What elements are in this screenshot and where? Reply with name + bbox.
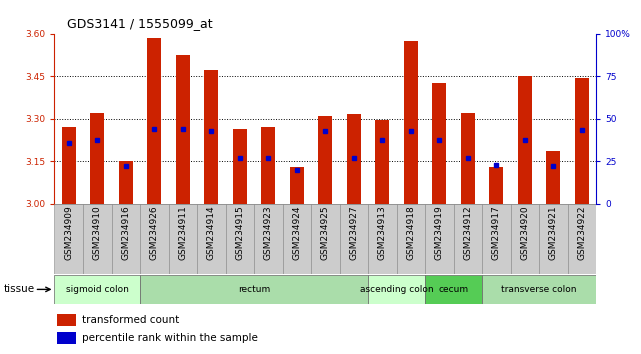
FancyBboxPatch shape (283, 204, 311, 274)
Bar (57, 314, 76, 326)
Bar (261, 127, 276, 204)
FancyBboxPatch shape (140, 204, 169, 274)
Text: GSM234925: GSM234925 (320, 206, 330, 260)
FancyBboxPatch shape (226, 204, 254, 274)
Bar (119, 161, 133, 204)
Text: GSM234915: GSM234915 (235, 206, 244, 261)
FancyBboxPatch shape (254, 204, 283, 274)
Bar (347, 114, 361, 204)
FancyBboxPatch shape (112, 204, 140, 274)
Bar (62, 127, 76, 204)
Bar (290, 167, 304, 204)
FancyBboxPatch shape (425, 204, 454, 274)
FancyBboxPatch shape (169, 204, 197, 274)
Text: tissue: tissue (3, 284, 35, 295)
FancyBboxPatch shape (454, 204, 482, 274)
Text: GSM234919: GSM234919 (435, 206, 444, 261)
FancyBboxPatch shape (368, 275, 425, 304)
Bar (404, 41, 418, 204)
Text: GSM234924: GSM234924 (292, 206, 301, 260)
FancyBboxPatch shape (368, 204, 397, 274)
Text: percentile rank within the sample: percentile rank within the sample (81, 333, 258, 343)
Bar (518, 76, 532, 204)
Text: GSM234923: GSM234923 (264, 206, 273, 260)
Bar (318, 116, 333, 204)
Text: ascending colon: ascending colon (360, 285, 433, 294)
Text: GSM234921: GSM234921 (549, 206, 558, 260)
Bar (546, 151, 560, 204)
Bar (176, 55, 190, 204)
FancyBboxPatch shape (140, 275, 368, 304)
Text: GSM234911: GSM234911 (178, 206, 187, 261)
FancyBboxPatch shape (397, 204, 425, 274)
FancyBboxPatch shape (425, 275, 482, 304)
FancyBboxPatch shape (340, 204, 368, 274)
Bar (489, 167, 503, 204)
Text: GSM234909: GSM234909 (64, 206, 73, 261)
FancyBboxPatch shape (568, 204, 596, 274)
Text: cecum: cecum (438, 285, 469, 294)
FancyBboxPatch shape (197, 204, 226, 274)
Text: GDS3141 / 1555099_at: GDS3141 / 1555099_at (67, 17, 213, 30)
Bar (57, 332, 76, 344)
Bar (204, 70, 219, 204)
Bar (461, 113, 475, 204)
FancyBboxPatch shape (311, 204, 340, 274)
Text: GSM234913: GSM234913 (378, 206, 387, 261)
Text: GSM234927: GSM234927 (349, 206, 358, 260)
Bar (147, 38, 162, 204)
Bar (90, 113, 104, 204)
Text: GSM234917: GSM234917 (492, 206, 501, 261)
Text: transformed count: transformed count (81, 315, 179, 325)
FancyBboxPatch shape (54, 275, 140, 304)
FancyBboxPatch shape (539, 204, 568, 274)
FancyBboxPatch shape (482, 204, 511, 274)
FancyBboxPatch shape (83, 204, 112, 274)
FancyBboxPatch shape (54, 204, 83, 274)
Text: GSM234914: GSM234914 (207, 206, 216, 260)
Text: GSM234920: GSM234920 (520, 206, 529, 260)
Text: sigmoid colon: sigmoid colon (66, 285, 129, 294)
Text: rectum: rectum (238, 285, 270, 294)
FancyBboxPatch shape (482, 275, 596, 304)
Bar (233, 129, 247, 204)
Text: transverse colon: transverse colon (501, 285, 577, 294)
Bar (575, 78, 589, 204)
Bar (375, 120, 390, 204)
Text: GSM234916: GSM234916 (121, 206, 130, 261)
Bar (432, 83, 447, 204)
FancyBboxPatch shape (511, 204, 539, 274)
Text: GSM234912: GSM234912 (463, 206, 472, 260)
Text: GSM234922: GSM234922 (578, 206, 587, 260)
Text: GSM234918: GSM234918 (406, 206, 415, 261)
Text: GSM234926: GSM234926 (150, 206, 159, 260)
Text: GSM234910: GSM234910 (93, 206, 102, 261)
